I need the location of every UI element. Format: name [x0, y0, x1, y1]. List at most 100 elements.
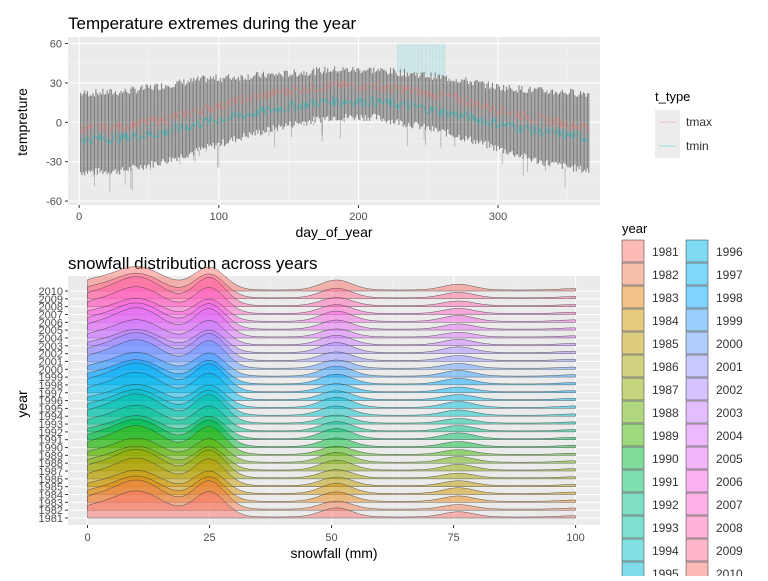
snow-y-tick-label: 1988 — [39, 458, 63, 470]
legend-key-tmax — [655, 110, 680, 134]
snow-x-tick-label: 100 — [566, 532, 584, 544]
year-legend-label-2006: 2006 — [716, 475, 743, 489]
year-legend-key-1982 — [621, 262, 645, 286]
year-legend-key-2008 — [685, 515, 709, 539]
temp-y-tick-label: -60 — [46, 196, 62, 208]
temp-series-line-tmin — [80, 95, 590, 146]
year-legend-key-1998 — [685, 285, 709, 309]
snow-legend-title: year — [622, 221, 648, 236]
year-legend-key-1987 — [621, 377, 645, 401]
snow-y-tick-label: 2001 — [39, 356, 63, 368]
snow-plot-panel — [68, 266, 600, 525]
legend-label-tmax: tmax — [686, 115, 712, 129]
temp-x-axis-label: day_of_year — [295, 224, 372, 240]
year-legend-key-2004 — [685, 423, 709, 447]
year-legend-key-2006 — [685, 469, 709, 493]
temp-panel-bg — [68, 37, 600, 205]
snow-y-tick-label: 2004 — [39, 333, 63, 345]
year-legend-label-1996: 1996 — [716, 245, 743, 259]
year-legend-label-1983: 1983 — [652, 291, 679, 305]
snow-y-tick-label: 2010 — [39, 286, 63, 298]
snow-y-tick-label: 1992 — [39, 427, 63, 439]
year-legend-label-1991: 1991 — [652, 475, 679, 489]
snow-y-tick-label: 1994 — [39, 411, 63, 423]
year-legend-label-1995: 1995 — [652, 567, 679, 576]
snow-x-axis-label: snowfall (mm) — [290, 545, 377, 561]
year-legend-key-2001 — [685, 354, 709, 378]
year-legend-label-2000: 2000 — [716, 337, 743, 351]
snow-ridge-1981 — [87, 490, 576, 519]
snow-y-tick-label: 1999 — [39, 372, 63, 384]
year-legend-key-1991 — [621, 469, 645, 493]
year-legend-label-1984: 1984 — [652, 314, 679, 328]
snow-y-tick-label: 1987 — [39, 466, 63, 478]
year-legend-label-2005: 2005 — [716, 452, 743, 466]
snow-x-tick-label: 25 — [203, 532, 215, 544]
year-legend-label-1989: 1989 — [652, 429, 679, 443]
snow-y-tick-label: 1986 — [39, 474, 63, 486]
year-legend-key-1985 — [621, 331, 645, 355]
year-legend-label-1999: 1999 — [716, 314, 743, 328]
year-legend-label-1987: 1987 — [652, 383, 679, 397]
year-legend-key-1994 — [621, 538, 645, 562]
temp-chart-title: Temperature extremes during the year — [68, 14, 357, 33]
year-legend-label-2008: 2008 — [716, 521, 743, 535]
year-legend-key-1983 — [621, 285, 645, 309]
snow-y-tick-label: 2000 — [39, 364, 63, 376]
year-legend-key-1996 — [685, 239, 709, 263]
year-legend-label-1990: 1990 — [652, 452, 679, 466]
snow-y-tick-label: 1982 — [39, 505, 63, 517]
year-legend-key-1995 — [621, 561, 645, 581]
snow-y-tick-label: 1989 — [39, 450, 63, 462]
year-legend-label-2009: 2009 — [716, 544, 743, 558]
snow-y-tick-label: 2007 — [39, 309, 63, 321]
snow-y-tick-label: 2008 — [39, 302, 63, 314]
snow-y-tick-label: 1993 — [39, 419, 63, 431]
year-legend-label-2004: 2004 — [716, 429, 743, 443]
year-legend-label-1981: 1981 — [652, 245, 679, 259]
year-legend-key-1986 — [621, 354, 645, 378]
year-legend-label-1992: 1992 — [652, 498, 679, 512]
snow-y-tick-label: 1983 — [39, 497, 63, 509]
snow-y-tick-label: 2003 — [39, 341, 63, 353]
snow-x-tick-label: 50 — [325, 532, 337, 544]
snow-y-tick-label: 1998 — [39, 380, 63, 392]
snow-y-tick-label: 1995 — [39, 403, 63, 415]
snow-y-tick-label: 2005 — [39, 325, 63, 337]
year-legend-key-2010 — [685, 561, 709, 581]
temp-legend: t_type tmax tmin — [655, 89, 712, 158]
year-legend-key-1999 — [685, 308, 709, 332]
year-legend-label-1994: 1994 — [652, 544, 679, 558]
temp-x-tick-label: 200 — [349, 211, 367, 223]
temp-y-axis-label: tempreture — [14, 88, 30, 156]
snow-y-tick-label: 1997 — [39, 388, 63, 400]
legend-key-tmin — [655, 134, 680, 158]
year-legend-label-1997: 1997 — [716, 268, 743, 282]
temp-series-line-tmax — [80, 79, 589, 135]
temp-y-tick-label: 0 — [56, 117, 62, 129]
snow-y-tick-label: 1981 — [39, 513, 63, 525]
snow-y-tick-label: 1985 — [39, 482, 63, 494]
year-legend-key-1997 — [685, 262, 709, 286]
snow-y-tick-label: 1991 — [39, 435, 63, 447]
year-legend-key-2009 — [685, 538, 709, 562]
year-legend-key-1984 — [621, 308, 645, 332]
temp-x-tick-label: 100 — [210, 211, 228, 223]
year-legend-key-2003 — [685, 400, 709, 424]
temp-y-tick-label: 30 — [50, 78, 62, 90]
year-legend-key-2005 — [685, 446, 709, 470]
year-legend-label-2010: 2010 — [716, 567, 743, 576]
year-legend-label-1993: 1993 — [652, 521, 679, 535]
temp-y-tick-label: 60 — [50, 39, 62, 51]
snow-y-tick-label: 2009 — [39, 294, 63, 306]
temp-x-tick-label: 0 — [76, 211, 82, 223]
year-legend-label-2002: 2002 — [716, 383, 743, 397]
snow-y-tick-label: 1984 — [39, 490, 63, 502]
temp-x-tick-label: 300 — [489, 211, 507, 223]
year-legend-label-1982: 1982 — [652, 268, 679, 282]
year-legend-label-1985: 1985 — [652, 337, 679, 351]
snow-x-tick-label: 75 — [447, 532, 459, 544]
year-legend-label-2003: 2003 — [716, 406, 743, 420]
snow-y-tick-label: 2006 — [39, 317, 63, 329]
